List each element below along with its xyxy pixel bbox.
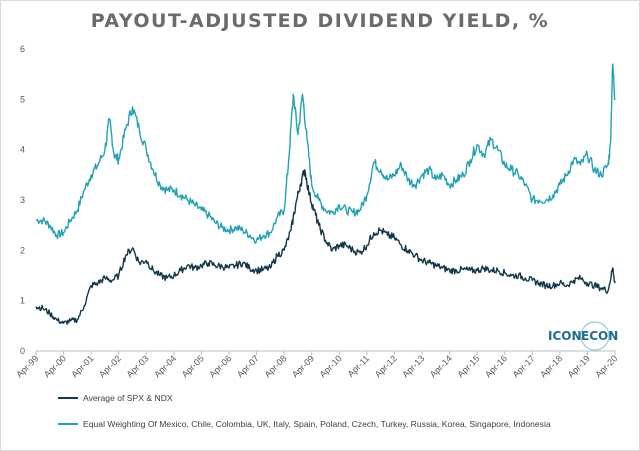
y-tick-label: 0: [20, 346, 25, 356]
series-line-spx-ndx: [35, 169, 616, 325]
series-line-equal-weighting: [35, 63, 616, 244]
y-tick-label: 2: [20, 245, 25, 255]
y-tick-label: 3: [20, 195, 25, 205]
logo-text-right: ECON: [581, 329, 618, 343]
y-axis: 0 1 2 3 4 5 6: [20, 44, 25, 356]
x-tick-label: Apr-11: [346, 353, 372, 379]
logo-text-left: ICON: [548, 329, 582, 343]
x-tick-label: Apr-05: [180, 353, 206, 379]
x-axis: Apr-99 Apr-00 Apr-01 Apr-02 Apr-03 Apr-04 Apr-…: [14, 350, 619, 380]
x-tick-label: Apr-20: [593, 353, 619, 379]
legend-label: Average of SPX & NDX: [83, 393, 173, 403]
series-lines: [35, 63, 616, 325]
y-tick-label: 6: [20, 44, 25, 54]
chart-title: PAYOUT-ADJUSTED DIVIDEND YIELD, %: [90, 10, 550, 32]
legend-label: Equal Weighting Of Mexico, Chile, Colomb…: [83, 419, 551, 429]
x-tick-label: Apr-02: [97, 353, 123, 379]
legend: Average of SPX & NDX Equal Weighting Of M…: [58, 393, 551, 429]
x-tick-label: Apr-07: [235, 353, 261, 379]
x-tick-label: Apr-14: [428, 353, 454, 379]
y-tick-label: 4: [20, 145, 25, 155]
x-tick-label: Apr-15: [455, 353, 481, 379]
x-tick-label: Apr-17: [511, 353, 537, 379]
x-tick-label: Apr-00: [42, 353, 68, 379]
x-tick-label: Apr-12: [373, 353, 399, 379]
x-tick-label: Apr-06: [207, 353, 233, 379]
x-tick-label: Apr-08: [262, 353, 288, 379]
x-tick-label: Apr-18: [538, 353, 564, 379]
y-tick-label: 1: [20, 296, 25, 306]
iconecon-logo: ICON ECON: [548, 321, 618, 351]
x-tick-label: Apr-99: [14, 353, 40, 379]
x-tick-label: Apr-10: [318, 353, 344, 379]
x-tick-label: Apr-01: [69, 353, 95, 379]
x-tick-label: Apr-03: [125, 353, 151, 379]
y-tick-label: 5: [20, 94, 25, 104]
x-tick-label: Apr-04: [152, 353, 178, 379]
x-tick-label: Apr-13: [400, 353, 426, 379]
x-tick-label: Apr-16: [483, 353, 509, 379]
x-tick-label: Apr-19: [566, 353, 592, 379]
x-tick-label: Apr-09: [290, 353, 316, 379]
